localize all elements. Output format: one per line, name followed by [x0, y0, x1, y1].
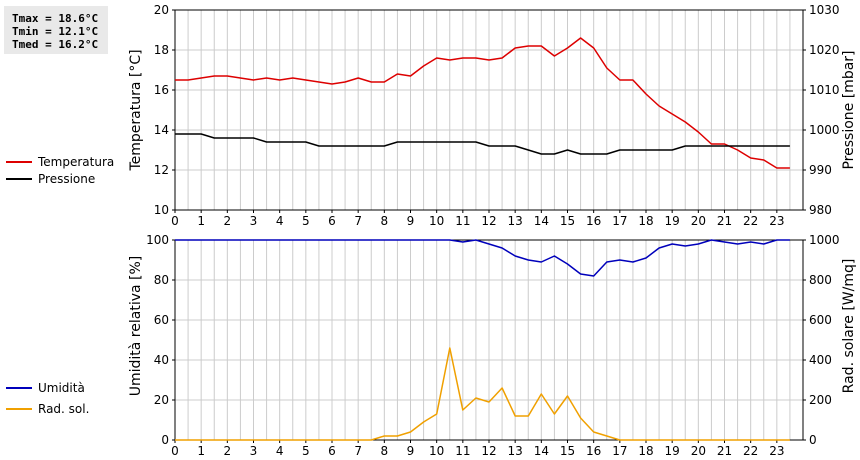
top-xtick-label: 18 — [638, 214, 653, 228]
bottom-xtick-label: 5 — [302, 444, 310, 458]
plot-layer: 0 1 2 3 4 5 6 7 8 9 10 11 12 13 14 15 16 17 18 19 20 21 22 2310… — [146, 3, 839, 458]
bottom-ytick-label: 60 — [154, 313, 169, 327]
top-plot: 0 1 2 3 4 5 6 7 8 9 10 11 12 13 14 15 16 17 18 19 20 21 22 2310… — [154, 3, 840, 228]
top-xtick-label: 0 — [171, 214, 179, 228]
top-ytick-label: 18 — [154, 43, 169, 57]
top-xtick-label: 10 — [429, 214, 444, 228]
bottom-xtick-label: 6 — [328, 444, 336, 458]
top-xtick-label: 19 — [665, 214, 680, 228]
bottom-xtick-label: 14 — [534, 444, 549, 458]
bottom-xtick-label: 20 — [691, 444, 706, 458]
bottom-xtick-label: 7 — [354, 444, 362, 458]
bottom-xtick-label: 4 — [276, 444, 284, 458]
bottom-series-umidit-line — [175, 239, 790, 277]
bottom-xtick-label: 16 — [586, 444, 601, 458]
tmax-label: Tmax = 18.6°C — [12, 12, 99, 25]
top-xtick-label: 3 — [250, 214, 258, 228]
bottom-xtick-label: 10 — [429, 444, 444, 458]
bottom-y2tick-label: 200 — [809, 393, 832, 407]
bottom-xtick-label: 13 — [508, 444, 523, 458]
legend-bottom: Umidità Rad. sol. — [6, 381, 89, 416]
top-xtick-label: 11 — [455, 214, 470, 228]
top-y2tick-label: 1020 — [809, 43, 840, 57]
top-y2tick-label: 1010 — [809, 83, 840, 97]
bottom-xtick-label: 19 — [665, 444, 680, 458]
bottom-y2tick-label: 800 — [809, 273, 832, 287]
bottom-xtick-label: 0 — [171, 444, 179, 458]
bottom-xtick-label: 8 — [381, 444, 389, 458]
top-y2tick-label: 1030 — [809, 3, 840, 17]
top-xtick-label: 12 — [481, 214, 496, 228]
tmin-label: Tmin = 12.1°C — [12, 25, 99, 38]
top-series-pressione-line — [175, 133, 790, 155]
top-ytick-label: 14 — [154, 123, 169, 137]
bottom-xtick-label: 2 — [224, 444, 232, 458]
bottom-y2tick-label: 400 — [809, 353, 832, 367]
bottom-ytick-label: 40 — [154, 353, 169, 367]
top-xtick-label: 5 — [302, 214, 310, 228]
top-ytick-label: 16 — [154, 83, 169, 97]
bottom-y2tick-label: 1000 — [809, 233, 840, 247]
top-ytick-label: 20 — [154, 3, 169, 17]
bottom-plot: 0 1 2 3 4 5 6 7 8 9 10 11 12 13 14 15 16 17 18 19 20 21 22 2302… — [146, 233, 839, 458]
top-left-axis-title: Temperatura [°C] — [128, 49, 144, 171]
top-xtick-label: 14 — [534, 214, 549, 228]
bottom-right-axis-title: Rad. solare [W/mq] — [841, 259, 857, 394]
top-xtick-label: 8 — [381, 214, 389, 228]
bottom-xtick-label: 3 — [250, 444, 258, 458]
top-xtick-label: 9 — [407, 214, 415, 228]
legend-top: Temperatura Pressione — [6, 155, 114, 186]
bottom-xtick-label: 23 — [769, 444, 784, 458]
top-xtick-label: 1 — [197, 214, 205, 228]
bottom-y2tick-label: 600 — [809, 313, 832, 327]
top-xtick-label: 2 — [224, 214, 232, 228]
bottom-xtick-label: 21 — [717, 444, 732, 458]
top-xtick-label: 22 — [743, 214, 758, 228]
top-xtick-label: 4 — [276, 214, 284, 228]
top-y2tick-label: 990 — [809, 163, 832, 177]
bottom-xtick-label: 18 — [638, 444, 653, 458]
top-series-temperatura-line — [175, 37, 790, 169]
bottom-ytick-label: 20 — [154, 393, 169, 407]
top-y2tick-label: 1000 — [809, 123, 840, 137]
bottom-ytick-label: 100 — [146, 233, 169, 247]
bottom-xtick-label: 17 — [612, 444, 627, 458]
top-right-axis-title: Pressione [mbar] — [841, 50, 857, 169]
legend-pressure-label: Pressione — [38, 172, 95, 186]
bottom-xtick-label: 9 — [407, 444, 415, 458]
top-xtick-label: 15 — [560, 214, 575, 228]
bottom-xtick-label: 11 — [455, 444, 470, 458]
bottom-xtick-label: 1 — [197, 444, 205, 458]
bottom-ytick-label: 80 — [154, 273, 169, 287]
top-xtick-label: 16 — [586, 214, 601, 228]
bottom-xtick-label: 12 — [481, 444, 496, 458]
bottom-xtick-label: 22 — [743, 444, 758, 458]
top-xtick-label: 7 — [354, 214, 362, 228]
top-xtick-label: 13 — [508, 214, 523, 228]
bottom-series-rad-sol-line — [175, 347, 790, 441]
top-xtick-label: 17 — [612, 214, 627, 228]
tmed-label: Tmed = 16.2°C — [12, 38, 99, 51]
top-y2tick-label: 980 — [809, 203, 832, 217]
top-xtick-label: 20 — [691, 214, 706, 228]
top-xtick-label: 21 — [717, 214, 732, 228]
legend-temperature-label: Temperatura — [37, 155, 114, 169]
legend-radiation-label: Rad. sol. — [38, 402, 89, 416]
legend-humidity-label: Umidità — [38, 381, 85, 395]
bottom-y2tick-label: 0 — [809, 433, 817, 447]
bottom-xtick-label: 15 — [560, 444, 575, 458]
top-xtick-label: 6 — [328, 214, 336, 228]
bottom-ytick-label: 0 — [161, 433, 169, 447]
top-xtick-label: 23 — [769, 214, 784, 228]
top-ytick-label: 12 — [154, 163, 169, 177]
bottom-left-axis-title: Umidità relativa [%] — [128, 256, 144, 397]
top-ytick-label: 10 — [154, 203, 169, 217]
stats-box: Tmax = 18.6°C Tmin = 12.1°C Tmed = 16.2°… — [4, 6, 108, 54]
